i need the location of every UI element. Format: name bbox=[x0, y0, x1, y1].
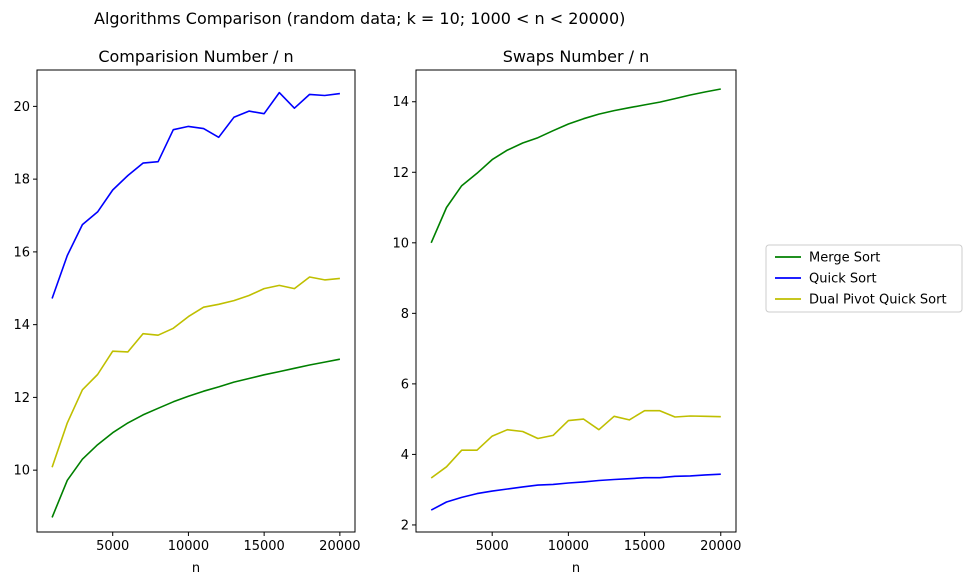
y-tick-label: 18 bbox=[13, 173, 30, 188]
figure-suptitle: Algorithms Comparison (random data; k = … bbox=[94, 9, 625, 28]
x-tick-label: 5000 bbox=[96, 539, 129, 554]
y-tick-label: 20 bbox=[13, 100, 30, 115]
series-line-dual-pivot-quick-sort bbox=[430, 409, 721, 479]
x-tick-label: 10000 bbox=[548, 539, 589, 554]
x-axis-label: n bbox=[572, 561, 580, 576]
x-tick-label: 5000 bbox=[476, 539, 509, 554]
legend-label: Dual Pivot Quick Sort bbox=[809, 293, 947, 308]
chart-title: Comparision Number / n bbox=[98, 47, 293, 66]
series-line-quick-sort bbox=[430, 473, 721, 511]
y-tick-label: 12 bbox=[392, 166, 409, 181]
x-axis-label: n bbox=[192, 561, 200, 576]
x-tick-label: 15000 bbox=[624, 539, 665, 554]
x-tick-label: 20000 bbox=[700, 539, 741, 554]
series-line-quick-sort bbox=[51, 91, 340, 299]
swaps-subplot: Swaps Number / n 5000 10000 15000 20000 2 4 6 8 1… bbox=[392, 47, 741, 576]
series-line-merge-sort bbox=[430, 88, 721, 244]
y-tick-label: 12 bbox=[13, 391, 30, 406]
chart-title: Swaps Number / n bbox=[503, 47, 650, 66]
y-tick-label: 2 bbox=[401, 518, 409, 533]
y-tick-label: 8 bbox=[401, 307, 409, 322]
plot-frame bbox=[36, 69, 356, 533]
y-tick-label: 10 bbox=[392, 236, 409, 251]
legend: Merge Sort Quick Sort Dual Pivot Quick Sor… bbox=[765, 244, 963, 313]
x-tick-label: 15000 bbox=[243, 539, 284, 554]
series-line-dual-pivot-quick-sort bbox=[51, 276, 340, 468]
x-tick-label: 10000 bbox=[168, 539, 209, 554]
legend-label: Quick Sort bbox=[809, 272, 877, 287]
y-tick-label: 4 bbox=[401, 448, 409, 463]
y-tick-label: 10 bbox=[13, 464, 30, 479]
legend-label: Merge Sort bbox=[809, 251, 880, 266]
legend-box bbox=[765, 244, 963, 313]
y-tick-label: 16 bbox=[13, 245, 30, 260]
series-line-merge-sort bbox=[51, 358, 341, 518]
y-tick-label: 14 bbox=[392, 95, 409, 110]
y-tick-label: 6 bbox=[401, 377, 409, 392]
x-tick-label: 20000 bbox=[319, 539, 360, 554]
comparisons-subplot: Comparision Number / n 5000 10000 15000 2000… bbox=[13, 47, 360, 576]
y-tick-label: 14 bbox=[13, 318, 30, 333]
plot-frame bbox=[415, 69, 737, 533]
